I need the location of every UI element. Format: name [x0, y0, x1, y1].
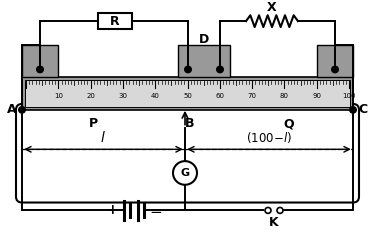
Text: $-$: $-$: [149, 203, 163, 218]
Text: G: G: [180, 168, 189, 178]
Bar: [22, 77, 353, 110]
Circle shape: [173, 161, 197, 185]
Bar: [22, 45, 58, 77]
Text: $l$: $l$: [100, 130, 106, 145]
Text: 100: 100: [342, 93, 356, 99]
Circle shape: [18, 106, 26, 114]
Bar: [25, 80, 350, 107]
Circle shape: [184, 65, 192, 73]
Text: P: P: [88, 117, 98, 130]
Circle shape: [265, 208, 271, 213]
Text: 50: 50: [183, 93, 192, 99]
Bar: [317, 45, 353, 77]
Text: 90: 90: [312, 93, 321, 99]
Text: C: C: [358, 103, 368, 116]
Text: B: B: [185, 117, 195, 130]
Circle shape: [349, 106, 357, 114]
Circle shape: [277, 208, 283, 213]
Bar: [178, 45, 230, 77]
Text: 60: 60: [215, 93, 224, 99]
Text: X: X: [267, 1, 277, 14]
Circle shape: [216, 65, 224, 73]
Text: R: R: [110, 15, 120, 28]
Text: 70: 70: [248, 93, 256, 99]
Text: K: K: [269, 216, 279, 229]
Text: 20: 20: [86, 93, 95, 99]
Text: $(100\!-\!l)$: $(100\!-\!l)$: [246, 130, 292, 145]
Circle shape: [331, 65, 339, 73]
Text: 80: 80: [280, 93, 289, 99]
Text: 10: 10: [54, 93, 63, 99]
Text: A: A: [7, 103, 17, 116]
Text: 40: 40: [151, 93, 160, 99]
Text: Q: Q: [284, 117, 294, 130]
FancyBboxPatch shape: [16, 104, 359, 203]
Circle shape: [36, 65, 44, 73]
Text: 30: 30: [118, 93, 128, 99]
Text: +: +: [106, 203, 118, 217]
Text: D: D: [199, 33, 209, 46]
Bar: [98, 13, 132, 29]
